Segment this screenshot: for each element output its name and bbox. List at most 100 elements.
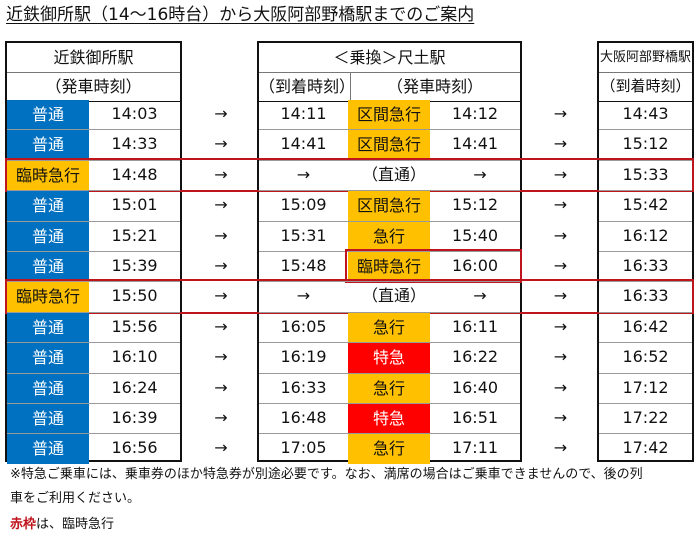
- arrow-icon: →: [553, 134, 568, 154]
- arrow-icon: →: [553, 256, 568, 275]
- legend-red-frame-label: 赤枠: [10, 517, 37, 532]
- arrow-icon: →: [214, 104, 228, 123]
- arrow-icon: →: [214, 286, 228, 306]
- transfer-arrival-time: 15:48: [280, 256, 327, 275]
- row-divider: [599, 433, 692, 435]
- row-divider: [259, 251, 520, 252]
- row-divider: [259, 342, 520, 344]
- row-divider: [599, 342, 692, 344]
- origin-departure-time: 15:21: [111, 225, 158, 245]
- destination-arrival-time: 17:22: [622, 408, 669, 427]
- row-divider: [599, 281, 692, 283]
- row-divider: [259, 190, 520, 192]
- transfer-service-badge: 区間急行: [348, 130, 430, 160]
- arrow-icon: →: [553, 438, 568, 458]
- arrow-icon: →: [296, 164, 311, 184]
- row-divider: [259, 372, 520, 374]
- destination-arrival-time: 15:33: [622, 164, 669, 184]
- arrow-icon: →: [553, 408, 568, 427]
- transfer-departure-time: 14:41: [451, 134, 499, 154]
- arrow-icon: →: [214, 316, 228, 336]
- arrow-icon: →: [553, 286, 568, 306]
- arrow-icon: →: [553, 195, 568, 215]
- row-divider: [7, 311, 180, 313]
- transfer-departure-time: 16:51: [451, 408, 499, 427]
- transfer-arrival-time: 14:11: [280, 104, 327, 123]
- transfer-service-badge: 急行: [348, 312, 430, 343]
- transfer-departure-time: 15:12: [451, 195, 499, 215]
- transfer-service-badge: 特急: [348, 343, 430, 373]
- row-divider: [7, 342, 180, 344]
- transfer-service-badge: 区間急行: [348, 100, 430, 130]
- destination-arrival-time: 17:42: [622, 438, 669, 458]
- transfer-departure-time: 16:22: [451, 347, 499, 367]
- row-divider: [599, 403, 692, 404]
- arrow-icon: →: [214, 408, 228, 427]
- row-divider: [7, 159, 180, 161]
- transfer-arrival-time: 17:05: [280, 438, 327, 458]
- page-title: 近鉄御所駅（14〜16時台）から大阪阿部野橋駅までのご案内: [6, 5, 475, 25]
- origin-departure-time: 15:01: [111, 195, 158, 215]
- destination-arrival-time: 16:42: [622, 316, 669, 336]
- row-divider: [599, 311, 692, 313]
- row-divider: [259, 159, 520, 161]
- origin-time-label: （発車時刻）: [45, 77, 142, 96]
- row-divider: [7, 281, 180, 283]
- transfer-service-badge: 急行: [348, 434, 430, 464]
- transfer-arrival-label: （到着時刻）: [259, 77, 356, 96]
- origin-departure-time: 14:33: [111, 134, 158, 154]
- note-line-1: ※特急ご乗車には、乗車券のほか特急券が別途必要です。なお、満席の場合はご乗車でき…: [10, 467, 643, 482]
- origin-service-badge: 普通: [7, 252, 89, 282]
- arrow-icon: →: [553, 347, 568, 367]
- destination-arrival-time: 16:52: [622, 347, 669, 367]
- arrow-icon: →: [553, 225, 568, 245]
- row-divider: [7, 433, 180, 435]
- origin-departure-time: 15:56: [111, 316, 158, 336]
- transfer-departure-time: 16:40: [451, 377, 499, 397]
- origin-service-badge: 普通: [7, 130, 89, 160]
- arrow-icon: →: [214, 377, 228, 397]
- transfer-arrival-time: 15:31: [280, 225, 327, 245]
- row-divider: [259, 129, 520, 131]
- origin-service-badge: 普通: [7, 373, 89, 403]
- origin-departure-time: 14:48: [111, 164, 158, 184]
- transfer-arrival-time: 15:09: [280, 195, 327, 215]
- legend-note: 赤枠は、臨時急行: [10, 512, 114, 538]
- origin-departure-time: 15:50: [111, 286, 158, 306]
- arrow-icon: →: [214, 438, 228, 458]
- origin-service-badge: 臨時急行: [7, 282, 89, 312]
- arrow-icon: →: [296, 286, 311, 306]
- arrow-icon: →: [473, 164, 487, 184]
- transfer-service-badge: 急行: [348, 373, 430, 403]
- origin-departure-time: 15:39: [111, 256, 158, 275]
- arrow-icon: →: [214, 164, 228, 184]
- origin-departure-time: 16:39: [111, 408, 158, 427]
- row-divider: [599, 159, 692, 161]
- row-divider: [259, 311, 520, 313]
- direct-service-label: （直通）: [361, 164, 426, 184]
- row-divider: [599, 220, 692, 222]
- transfer-service-badge: 急行: [348, 221, 430, 251]
- transfer-service-badge: 臨時急行: [348, 252, 430, 282]
- destination-arrival-time: 16:33: [622, 286, 669, 306]
- destination-arrival-time: 16:33: [622, 256, 669, 275]
- row-divider: [7, 403, 180, 404]
- origin-departure-time: 14:03: [111, 104, 158, 123]
- transfer-departure-time: 16:11: [451, 316, 499, 336]
- row-divider: [259, 281, 520, 283]
- transfer-arrival-time: 16:19: [280, 347, 327, 367]
- direct-service-label: （直通）: [361, 286, 426, 306]
- transfer-station-header: ＜乗換＞尺土駅: [333, 48, 446, 67]
- destination-arrival-time: 14:43: [622, 104, 669, 123]
- origin-service-badge: 普通: [7, 434, 89, 464]
- origin-service-badge: 普通: [7, 343, 89, 373]
- origin-service-badge: 臨時急行: [7, 160, 89, 191]
- origin-departure-time: 16:10: [111, 347, 158, 367]
- row-divider: [7, 220, 180, 222]
- row-divider: [259, 433, 520, 435]
- arrow-icon: →: [214, 256, 228, 275]
- row-divider: [7, 190, 180, 192]
- arrow-icon: →: [553, 164, 568, 184]
- transfer-service-badge: 区間急行: [348, 191, 430, 221]
- arrow-icon: →: [553, 377, 568, 397]
